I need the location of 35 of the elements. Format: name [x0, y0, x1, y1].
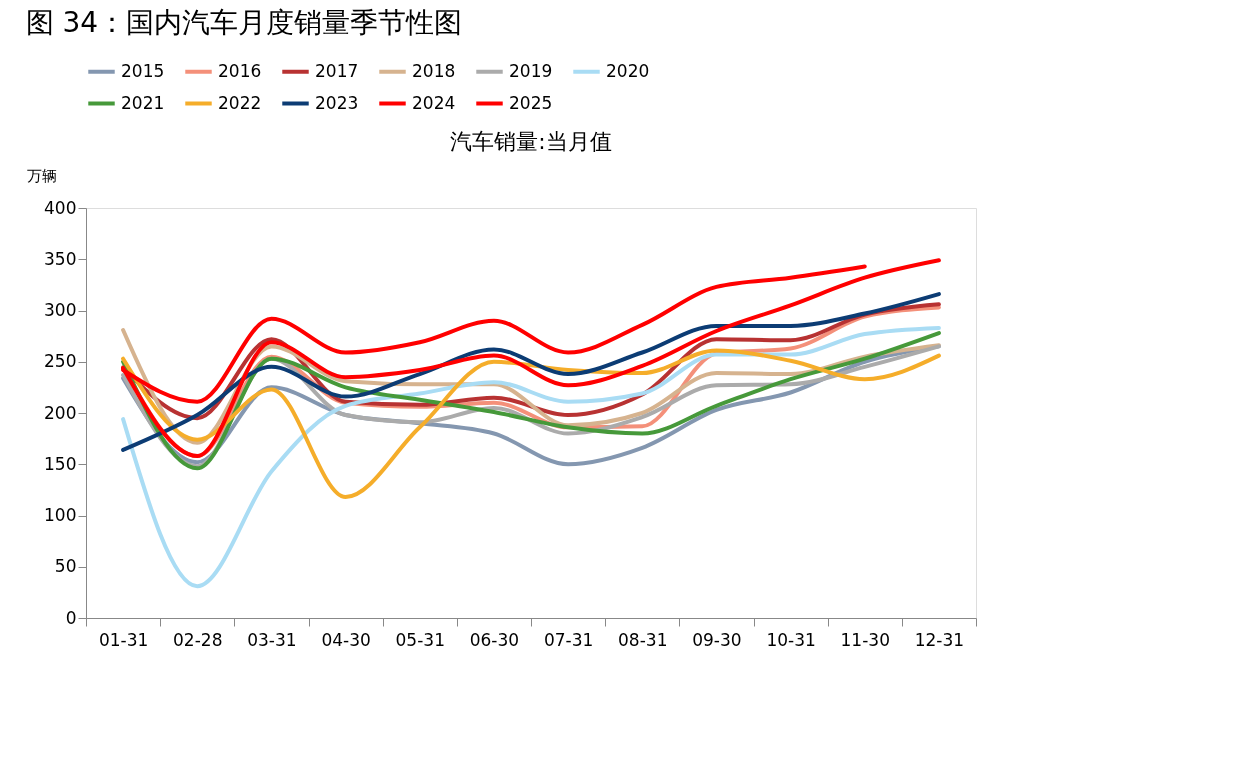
legend-label: 2018	[412, 60, 456, 81]
y-axis-title: 万辆	[26, 166, 57, 185]
y-tick-label: 100	[44, 505, 77, 525]
x-tick-label: 09-30	[692, 629, 742, 650]
y-tick-label: 300	[44, 300, 77, 320]
chart-subtitle: 汽车销量:当月值	[450, 129, 612, 154]
legend-label: 2021	[121, 92, 165, 113]
legend-label: 2017	[315, 60, 359, 81]
x-tick-label: 03-31	[247, 629, 297, 650]
x-tick-label: 07-31	[543, 629, 594, 650]
y-tick-label: 400	[44, 197, 77, 218]
legend-label: 2016	[218, 60, 262, 81]
y-tick-label: 0	[65, 607, 77, 628]
x-tick-label: 01-31	[98, 629, 149, 650]
y-tick-label: 150	[44, 453, 77, 474]
y-tick-label: 250	[44, 351, 77, 372]
legend-label: 2015	[121, 60, 165, 81]
y-tick-label: 200	[44, 402, 77, 423]
x-tick-label: 04-30	[321, 629, 371, 650]
x-tick-label: 12-31	[914, 629, 965, 650]
legend-label: 2024	[412, 92, 456, 113]
legend-label: 2019	[509, 60, 553, 81]
x-tick-label: 11-30	[840, 629, 890, 650]
legend-label: 2023	[315, 92, 359, 113]
x-tick-label: 02-28	[173, 629, 223, 650]
legend-label: 2022	[218, 92, 262, 113]
x-tick-label: 05-31	[395, 629, 445, 650]
chart-title: 图 34：国内汽车月度销量季节性图	[25, 6, 463, 39]
legend-label: 2020	[606, 60, 650, 81]
x-tick-label: 06-30	[469, 629, 520, 650]
y-tick-label: 350	[44, 248, 77, 269]
y-tick-label: 50	[54, 556, 77, 577]
x-tick-label: 10-31	[766, 629, 816, 650]
legend-label: 2025	[509, 92, 553, 113]
x-tick-label: 08-31	[618, 629, 668, 650]
